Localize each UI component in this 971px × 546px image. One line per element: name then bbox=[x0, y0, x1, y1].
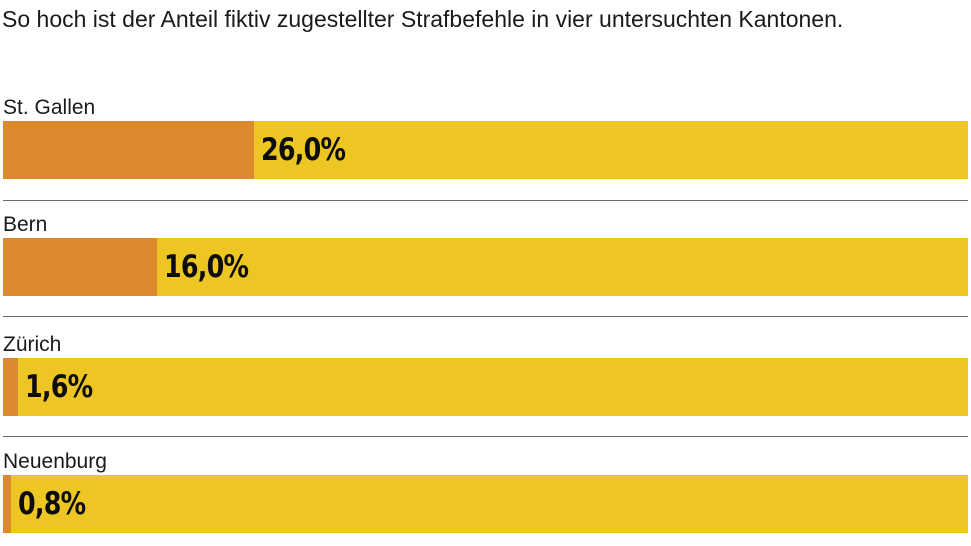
bar-track: 26,0% bbox=[3, 121, 968, 179]
bar bbox=[3, 475, 11, 533]
row-divider bbox=[3, 436, 968, 437]
category-label: St. Gallen bbox=[3, 96, 96, 119]
bar-track: 1,6% bbox=[3, 358, 968, 416]
category-label: Neuenburg bbox=[3, 450, 107, 473]
category-label: Bern bbox=[3, 213, 48, 236]
bar bbox=[3, 121, 254, 179]
chart-title: So hoch ist der Anteil fiktiv zugestellt… bbox=[2, 6, 844, 32]
category-label: Zürich bbox=[3, 333, 62, 356]
bar bbox=[3, 238, 157, 296]
row-divider bbox=[3, 200, 968, 201]
row-divider bbox=[3, 316, 968, 317]
data-label: 1,6% bbox=[25, 369, 93, 405]
data-label: 26,0% bbox=[261, 132, 346, 168]
bar bbox=[3, 358, 18, 416]
data-label: 16,0% bbox=[164, 249, 249, 285]
bar-track: 16,0% bbox=[3, 238, 968, 296]
bar-track: 0,8% bbox=[3, 475, 968, 533]
data-label: 0,8% bbox=[18, 486, 86, 522]
